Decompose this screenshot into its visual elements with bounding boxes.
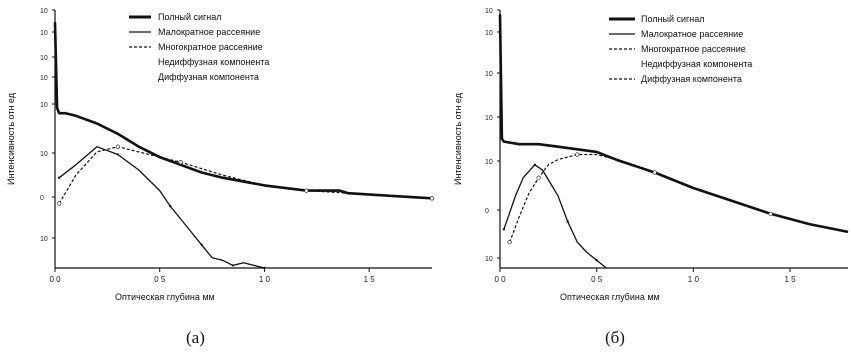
data-point [115,144,120,149]
y-tick-label: 10 [40,8,48,15]
data-point [536,175,541,180]
legend-label: Многократное рассеяние [158,42,263,52]
legend-label: Диффузная компонента [641,74,742,84]
data-point [116,153,120,156]
x-tick-label: 0 0 [494,275,506,284]
data-point [498,13,502,17]
y-tick-label: 0 [485,208,489,215]
data-point [533,163,536,167]
y-tick-label: 10 [485,159,493,166]
y-axis-label: Интенсивность отн ед [6,92,16,185]
legend-label: Малократное рассеяние [158,27,260,37]
x-tick-label: 0 5 [154,275,166,284]
y-tick-label: 10 [40,102,48,109]
data-point [768,211,773,216]
series-line-2 [503,164,607,269]
y-tick-label: 10 [485,8,493,15]
legend-label: Малократное рассеяние [641,29,743,39]
series-line-3 [509,153,849,243]
data-point [518,142,521,146]
panel-label-b: (б) [605,328,625,347]
data-point [575,152,580,157]
x-tick-label: 1 5 [364,275,376,284]
data-point [53,21,57,25]
data-point [429,196,435,201]
data-point [116,132,120,136]
y-tick-label: 0 [40,195,44,202]
y-tick-label: 10 [485,30,493,37]
y-tick-label: 10 [485,71,493,78]
data-point [200,243,203,246]
legend-label: Полный сигнал [158,12,222,22]
x-tick-label: 1 0 [259,275,271,284]
x-tick-label: 0 5 [591,275,603,284]
data-point [595,259,598,262]
legend-label: Недиффузная компонента [641,59,752,69]
x-tick-label: 1 5 [784,275,796,284]
x-axis-label: Оптическая глубина мм [560,292,660,302]
y-tick-label: 10 [485,115,493,122]
legend-label: Многократное рассеяние [641,44,746,54]
data-point [502,228,506,231]
x-axis-label: Оптическая глубина мм [115,292,215,302]
data-point [178,160,183,165]
data-point [263,266,266,270]
x-tick-label: 0 0 [49,275,61,284]
legend-label: Недиффузная компонента [158,57,269,67]
y-tick-label: 10 [40,30,48,37]
y-tick-label: 10 [485,256,493,263]
data-point [64,111,67,115]
panel-label-a: (а) [186,328,205,347]
data-point [57,176,61,179]
series-line-2 [58,146,265,269]
data-point [507,240,512,245]
data-point [652,170,657,175]
y-tick-label: 10 [40,236,48,243]
x-tick-label: 1 0 [688,275,700,284]
y-tick-label: 10 [40,75,48,82]
data-point [566,220,569,223]
data-point [576,148,579,151]
data-point [57,201,62,206]
legend-label: Диффузная компонента [158,72,259,82]
data-point [231,264,235,267]
y-tick-label: 10 [40,55,48,62]
data-point [304,188,309,193]
y-tick-label: 10 [40,151,48,158]
y-axis-label: Интенсивность отн ед [453,92,463,185]
data-point [168,204,172,208]
legend-label: Полный сигнал [641,14,705,24]
